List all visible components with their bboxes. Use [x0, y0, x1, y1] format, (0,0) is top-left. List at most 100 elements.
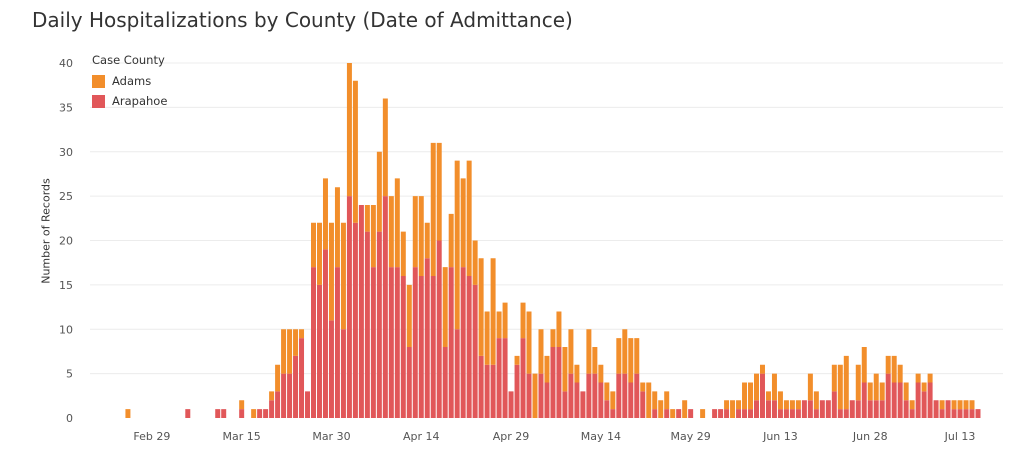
bar-arapahoe[interactable]: [382, 196, 388, 418]
bar-arapahoe[interactable]: [556, 347, 562, 418]
bar-arapahoe[interactable]: [574, 382, 580, 419]
bar-arapahoe[interactable]: [724, 409, 730, 418]
bar-adams[interactable]: [496, 311, 502, 339]
bar-adams[interactable]: [514, 355, 520, 365]
bar-adams[interactable]: [795, 400, 801, 410]
bar-arapahoe[interactable]: [370, 267, 376, 418]
bar-adams[interactable]: [556, 311, 562, 348]
bar-arapahoe[interactable]: [436, 240, 442, 419]
bar-adams[interactable]: [287, 329, 293, 374]
bar-adams[interactable]: [364, 205, 370, 232]
bar-arapahoe[interactable]: [616, 373, 622, 418]
bar-adams[interactable]: [466, 160, 472, 276]
bar-adams[interactable]: [275, 364, 281, 392]
bar-arapahoe[interactable]: [478, 355, 484, 418]
bar-adams[interactable]: [484, 311, 490, 365]
bar-adams[interactable]: [239, 400, 245, 410]
bar-adams[interactable]: [748, 382, 754, 410]
bar-arapahoe[interactable]: [502, 338, 508, 418]
bar-arapahoe[interactable]: [807, 400, 813, 418]
bar-arapahoe[interactable]: [795, 409, 801, 418]
bar-adams[interactable]: [460, 178, 466, 268]
bar-arapahoe[interactable]: [837, 409, 843, 418]
bar-arapahoe[interactable]: [783, 409, 789, 418]
bar-arapahoe[interactable]: [610, 409, 616, 418]
bar-adams[interactable]: [340, 222, 346, 330]
bar-adams[interactable]: [406, 284, 412, 347]
bar-adams[interactable]: [640, 382, 646, 392]
bar-adams[interactable]: [610, 391, 616, 410]
bar-adams[interactable]: [855, 364, 861, 401]
bar-arapahoe[interactable]: [562, 391, 568, 418]
bar-arapahoe[interactable]: [957, 409, 963, 418]
bar-arapahoe[interactable]: [508, 391, 514, 418]
bar-adams[interactable]: [448, 213, 454, 268]
bar-arapahoe[interactable]: [496, 338, 502, 418]
bar-arapahoe[interactable]: [921, 391, 927, 418]
bar-arapahoe[interactable]: [759, 373, 765, 418]
bar-arapahoe[interactable]: [388, 267, 394, 418]
bar-adams[interactable]: [891, 355, 897, 383]
bar-arapahoe[interactable]: [221, 409, 227, 418]
bar-adams[interactable]: [951, 400, 957, 410]
bar-adams[interactable]: [418, 196, 424, 276]
bar-arapahoe[interactable]: [754, 400, 759, 418]
bar-adams[interactable]: [538, 329, 544, 374]
bar-adams[interactable]: [616, 338, 622, 374]
bar-arapahoe[interactable]: [299, 338, 305, 418]
bar-adams[interactable]: [568, 329, 574, 374]
bar-adams[interactable]: [909, 400, 915, 410]
bar-adams[interactable]: [322, 178, 328, 250]
bar-adams[interactable]: [789, 400, 795, 410]
bar-adams[interactable]: [700, 409, 706, 418]
bar-adams[interactable]: [777, 391, 783, 410]
bar-arapahoe[interactable]: [742, 409, 748, 418]
bar-arapahoe[interactable]: [514, 364, 520, 418]
bar-adams[interactable]: [897, 364, 903, 383]
bar-arapahoe[interactable]: [652, 409, 658, 418]
bar-adams[interactable]: [807, 373, 813, 401]
bar-adams[interactable]: [346, 63, 352, 197]
bar-adams[interactable]: [765, 391, 771, 401]
bar-adams[interactable]: [269, 391, 275, 401]
bar-adams[interactable]: [759, 364, 765, 374]
bar-arapahoe[interactable]: [406, 347, 412, 418]
bar-arapahoe[interactable]: [275, 391, 281, 418]
bar-arapahoe[interactable]: [855, 400, 861, 418]
bar-adams[interactable]: [939, 400, 945, 410]
bar-arapahoe[interactable]: [520, 338, 526, 418]
bar-adams[interactable]: [454, 160, 460, 330]
bar-arapahoe[interactable]: [352, 222, 358, 418]
bar-arapahoe[interactable]: [424, 258, 430, 418]
bar-arapahoe[interactable]: [634, 373, 640, 418]
bar-arapahoe[interactable]: [927, 382, 933, 419]
bar-arapahoe[interactable]: [448, 267, 454, 418]
bar-arapahoe[interactable]: [334, 267, 340, 418]
bar-adams[interactable]: [724, 400, 730, 410]
bar-adams[interactable]: [311, 222, 316, 268]
bar-adams[interactable]: [370, 205, 376, 268]
bar-arapahoe[interactable]: [939, 409, 945, 418]
bar-arapahoe[interactable]: [604, 400, 610, 418]
bar-adams[interactable]: [646, 382, 652, 419]
bar-arapahoe[interactable]: [903, 400, 909, 418]
bar-arapahoe[interactable]: [771, 400, 777, 418]
bar-adams[interactable]: [813, 391, 819, 410]
bar-adams[interactable]: [867, 382, 873, 401]
bar-adams[interactable]: [520, 302, 526, 339]
bar-adams[interactable]: [502, 302, 508, 339]
bar-adams[interactable]: [544, 355, 550, 383]
bar-adams[interactable]: [670, 409, 676, 418]
bar-arapahoe[interactable]: [688, 409, 694, 418]
bar-arapahoe[interactable]: [490, 364, 496, 418]
bar-arapahoe[interactable]: [969, 409, 975, 418]
bar-arapahoe[interactable]: [945, 400, 951, 418]
bar-arapahoe[interactable]: [897, 382, 903, 419]
bar-arapahoe[interactable]: [825, 400, 831, 418]
bar-adams[interactable]: [430, 142, 436, 276]
bar-adams[interactable]: [424, 222, 430, 259]
bar-arapahoe[interactable]: [598, 382, 604, 419]
bar-arapahoe[interactable]: [472, 284, 478, 418]
bar-adams[interactable]: [562, 347, 568, 392]
bar-arapahoe[interactable]: [322, 249, 328, 418]
